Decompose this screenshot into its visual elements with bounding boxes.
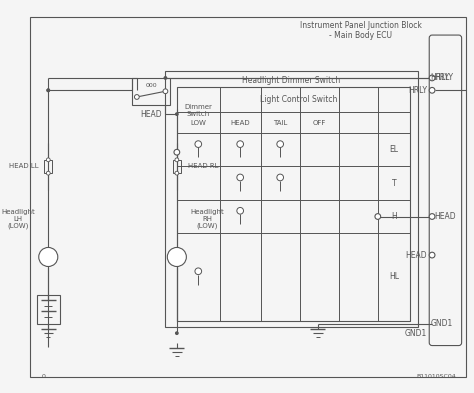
Text: HEAD: HEAD [434, 212, 456, 221]
Circle shape [429, 252, 435, 258]
Text: H: H [391, 212, 397, 221]
Circle shape [174, 149, 180, 155]
Circle shape [237, 174, 244, 181]
Circle shape [195, 141, 201, 147]
Text: OFF: OFF [312, 120, 326, 126]
Circle shape [429, 214, 435, 219]
Circle shape [429, 88, 435, 93]
Circle shape [175, 331, 179, 335]
Circle shape [135, 95, 139, 99]
Text: T: T [392, 179, 396, 188]
Bar [45, 160, 52, 173]
Text: EL: EL [390, 145, 399, 154]
Text: 0: 0 [42, 373, 46, 378]
Text: LOW: LOW [191, 120, 206, 126]
Text: Instrument Panel Junction Block
- Main Body ECU: Instrument Panel Junction Block - Main B… [300, 20, 421, 40]
Bar [173, 160, 181, 173]
Circle shape [46, 88, 50, 92]
Text: TAIL: TAIL [273, 120, 287, 126]
Text: HRLY: HRLY [430, 73, 449, 83]
Text: Dimmer
Switch: Dimmer Switch [184, 104, 212, 117]
Bar [132, 78, 170, 105]
Text: Headlight
LH
(LOW): Headlight LH (LOW) [1, 209, 35, 229]
Text: Headlight Dimmer Switch: Headlight Dimmer Switch [243, 76, 341, 85]
Bar [177, 88, 410, 321]
Bar [165, 71, 418, 327]
Circle shape [46, 158, 50, 162]
Text: 000: 000 [146, 83, 157, 88]
Text: HEAD: HEAD [406, 251, 428, 259]
Circle shape [375, 214, 381, 219]
Circle shape [39, 248, 58, 266]
Circle shape [237, 208, 244, 214]
Circle shape [164, 76, 167, 80]
Circle shape [429, 75, 435, 81]
Circle shape [277, 141, 283, 147]
Text: HRLY: HRLY [434, 73, 453, 83]
Circle shape [175, 158, 179, 162]
Circle shape [46, 88, 50, 92]
Circle shape [175, 171, 179, 175]
Text: HEAD: HEAD [140, 110, 162, 119]
Text: Headlight
RH
(LOW): Headlight RH (LOW) [190, 209, 224, 229]
Text: Light Control Switch: Light Control Switch [260, 95, 337, 104]
Circle shape [163, 89, 168, 94]
Bar [37, 295, 60, 324]
Text: GND1: GND1 [405, 329, 428, 338]
Text: B11010SC04: B11010SC04 [416, 373, 456, 378]
Text: HL: HL [389, 272, 399, 281]
Circle shape [175, 112, 179, 116]
Circle shape [277, 174, 283, 181]
Circle shape [237, 141, 244, 147]
Text: HEAD RL: HEAD RL [188, 163, 219, 169]
Circle shape [167, 248, 186, 266]
Text: HEAD: HEAD [230, 120, 250, 126]
Circle shape [46, 171, 50, 175]
Text: GND1: GND1 [430, 319, 453, 328]
Text: HEAD LL: HEAD LL [9, 163, 39, 169]
Text: HRLY: HRLY [408, 86, 428, 95]
Circle shape [195, 268, 201, 275]
